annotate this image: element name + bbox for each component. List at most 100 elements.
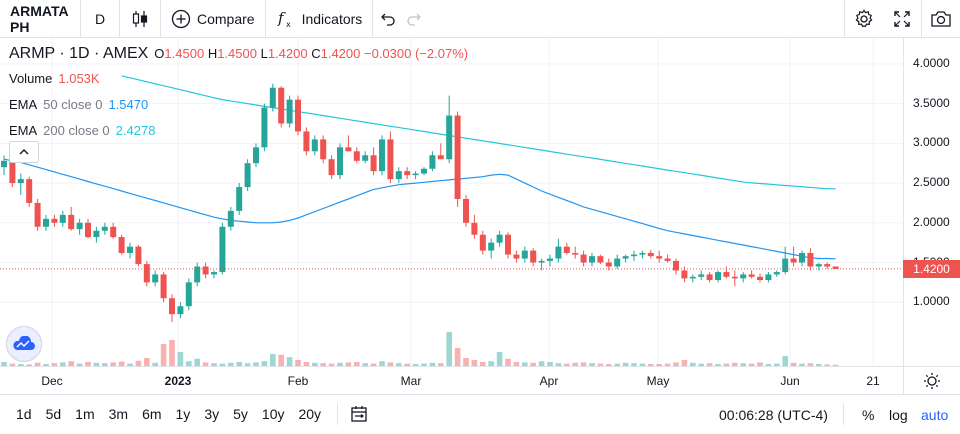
volume-bar bbox=[303, 362, 310, 366]
volume-bar bbox=[110, 362, 116, 366]
toolbar-divider bbox=[372, 0, 374, 38]
candle-body bbox=[370, 155, 377, 172]
toolbar-divider bbox=[844, 0, 845, 38]
candle-body bbox=[17, 179, 24, 184]
range-button-1m[interactable]: 1m bbox=[75, 406, 95, 422]
ema50-value: 1.5470 bbox=[108, 97, 149, 112]
candle-body bbox=[589, 256, 595, 263]
chart-pane[interactable] bbox=[0, 38, 903, 366]
volume-bar bbox=[816, 364, 822, 366]
volume-bar bbox=[631, 363, 637, 366]
volume-bar bbox=[824, 364, 830, 366]
volume-bar bbox=[471, 360, 478, 366]
volume-bar bbox=[723, 363, 730, 366]
volume-bar bbox=[606, 364, 612, 366]
time-axis[interactable]: Dec 2023 Feb Mar Apr May Jun 21 bbox=[0, 366, 903, 394]
candle-body bbox=[85, 222, 91, 238]
right-toolbar bbox=[844, 0, 960, 38]
candle-body bbox=[152, 274, 159, 283]
volume-bar bbox=[580, 362, 587, 366]
ohlc-values: O1.4500 H1.4500 L1.4200 C1.4200 −0.0300 … bbox=[154, 46, 468, 61]
candle-body bbox=[34, 202, 41, 227]
volume-bar bbox=[34, 362, 41, 366]
settings-button[interactable] bbox=[845, 0, 883, 38]
volume-bar bbox=[76, 363, 83, 366]
candle-body bbox=[261, 107, 268, 148]
range-button-1d[interactable]: 1d bbox=[16, 406, 32, 422]
auto-toggle[interactable]: auto bbox=[921, 406, 949, 423]
chart-type-button[interactable] bbox=[120, 0, 160, 38]
volume-legend-row[interactable]: Volume 1.053K bbox=[9, 71, 468, 97]
candle-body bbox=[463, 198, 469, 223]
percent-toggle[interactable]: % bbox=[862, 406, 875, 423]
tradingview-logo[interactable] bbox=[6, 326, 42, 362]
candle-body bbox=[664, 258, 671, 261]
svg-text:f: f bbox=[277, 9, 286, 27]
range-button-3y[interactable]: 3y bbox=[204, 406, 220, 422]
volume-bar bbox=[18, 364, 24, 366]
price-axis[interactable]: 4.00003.50003.00002.50002.00001.50001.00… bbox=[903, 38, 960, 366]
ema200-legend-row[interactable]: EMA 200 close 0 2.4278 bbox=[9, 123, 468, 149]
candle-body bbox=[698, 274, 705, 277]
collapse-legend-button[interactable] bbox=[9, 141, 39, 163]
range-button-20y[interactable]: 20y bbox=[298, 406, 322, 422]
candle-body bbox=[505, 234, 511, 255]
volume-bar bbox=[421, 363, 427, 366]
date-range-group: 1d 5d 1m 3m 6m 1y 3y 5y 10y 20y bbox=[0, 406, 328, 422]
range-button-5d[interactable]: 5d bbox=[45, 406, 62, 422]
candle-body bbox=[799, 252, 805, 263]
candle-body bbox=[681, 270, 688, 279]
candle-body bbox=[395, 171, 402, 180]
snapshot-button[interactable] bbox=[922, 0, 960, 38]
price-chart[interactable] bbox=[0, 38, 903, 366]
volume-bar bbox=[219, 363, 226, 366]
candle-body bbox=[93, 230, 100, 238]
volume-bar bbox=[530, 362, 536, 366]
compare-button[interactable]: Compare bbox=[161, 0, 265, 38]
volume-bar bbox=[782, 356, 788, 366]
volume-bar bbox=[555, 363, 562, 366]
ema50-legend-row[interactable]: EMA 50 close 0 1.5470 bbox=[9, 97, 468, 123]
clock-label[interactable]: 00:06:28 (UTC-4) bbox=[719, 406, 828, 423]
low-value: 1.4200 bbox=[267, 46, 308, 61]
range-button-10y[interactable]: 10y bbox=[261, 406, 285, 422]
range-button-6m[interactable]: 6m bbox=[142, 406, 162, 422]
volume-bar bbox=[463, 358, 469, 366]
volume-bar bbox=[362, 363, 368, 366]
candle-body bbox=[194, 266, 201, 283]
indicators-button[interactable]: f x Indicators bbox=[266, 0, 373, 38]
volume-bar bbox=[622, 362, 629, 366]
symbol-search-button[interactable]: ARMATA PH bbox=[10, 2, 69, 35]
symbol-legend-row[interactable]: ARMP · 1D · AMEX O1.4500 H1.4500 L1.4200… bbox=[9, 45, 468, 71]
axis-settings-button[interactable] bbox=[903, 366, 960, 394]
volume-bar bbox=[320, 363, 326, 366]
candle-body bbox=[68, 214, 75, 230]
log-toggle[interactable]: log bbox=[889, 406, 908, 423]
ema50-line bbox=[3, 158, 836, 260]
go-to-date-button[interactable] bbox=[338, 405, 380, 423]
redo-button[interactable] bbox=[401, 0, 429, 38]
undo-button[interactable] bbox=[373, 0, 401, 38]
volume-bar bbox=[160, 344, 167, 366]
range-button-3m[interactable]: 3m bbox=[108, 406, 129, 422]
volume-bar bbox=[295, 360, 301, 366]
volume-bar bbox=[43, 364, 49, 366]
range-button-5y[interactable]: 5y bbox=[233, 406, 248, 422]
price-tick-label: 2.5000 bbox=[913, 175, 950, 190]
low-key: L bbox=[260, 46, 268, 61]
range-button-1y[interactable]: 1y bbox=[175, 406, 191, 422]
interval-button[interactable]: D bbox=[94, 10, 106, 27]
fullscreen-button[interactable] bbox=[883, 0, 921, 38]
volume-bar bbox=[152, 362, 158, 366]
ema200-line bbox=[121, 75, 836, 190]
volume-bar bbox=[715, 364, 721, 366]
candle-body bbox=[353, 151, 360, 161]
volume-bar bbox=[261, 361, 268, 366]
candle-body bbox=[43, 218, 49, 227]
candle-body bbox=[412, 173, 419, 176]
candle-body bbox=[555, 246, 562, 259]
volume-bar bbox=[412, 364, 419, 366]
candle-body bbox=[51, 218, 58, 223]
high-value: 1.4500 bbox=[217, 46, 257, 61]
candle-body bbox=[815, 264, 822, 267]
